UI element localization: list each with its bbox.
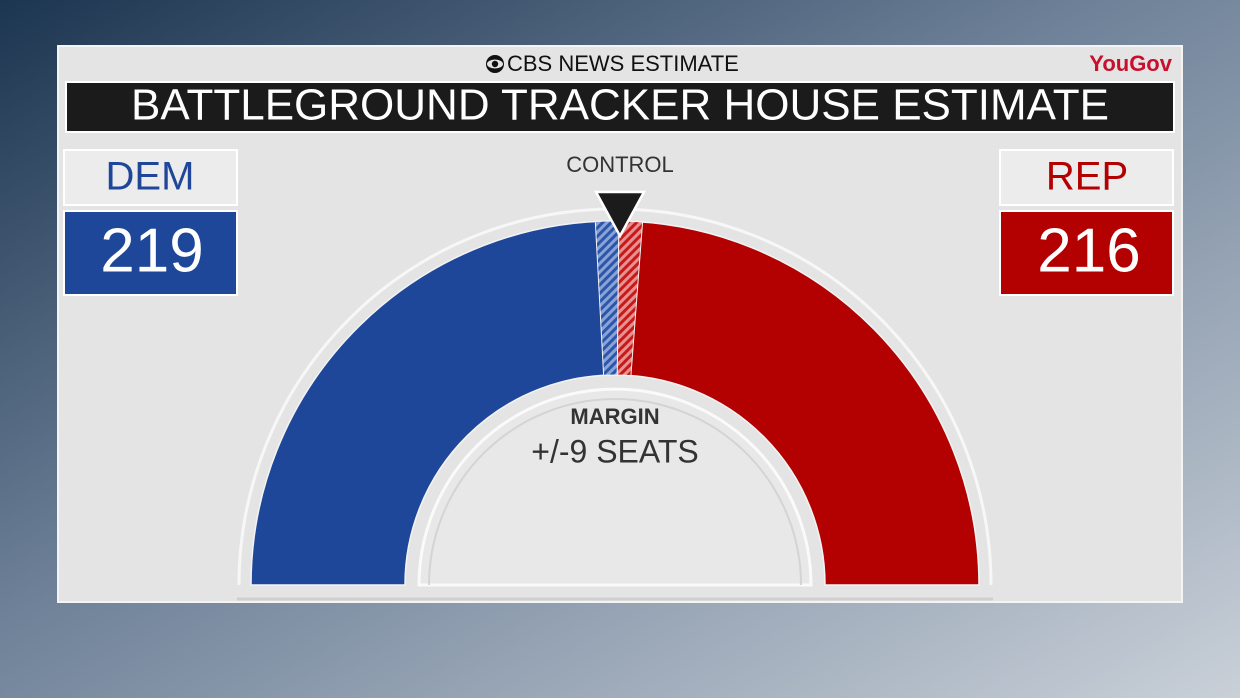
rep-label-box [999, 149, 1174, 206]
rep-label: REP [1046, 155, 1128, 199]
rep-value-box [999, 210, 1174, 296]
segment [250, 220, 620, 586]
dem-label: DEM [106, 155, 195, 199]
margin-label: MARGIN [570, 404, 659, 429]
chart-title: BATTLEGROUND TRACKER HOUSE ESTIMATE [131, 81, 1109, 130]
control-marker [593, 190, 647, 239]
segment [616, 220, 980, 586]
brand: YouGov [1089, 51, 1172, 76]
control-label: CONTROL [566, 152, 674, 177]
dem-label-box [63, 149, 238, 206]
inner-disc [417, 387, 813, 587]
margin-value: +/-9 SEATS [531, 433, 698, 469]
cbs-eye [491, 60, 499, 68]
inner-ring [428, 398, 802, 586]
super-title: CBS NEWS ESTIMATE [507, 51, 739, 76]
title-bar [65, 81, 1175, 133]
dem-value-box [63, 210, 238, 296]
dem-value: 219 [100, 216, 203, 285]
rep-value: 216 [1037, 216, 1140, 285]
